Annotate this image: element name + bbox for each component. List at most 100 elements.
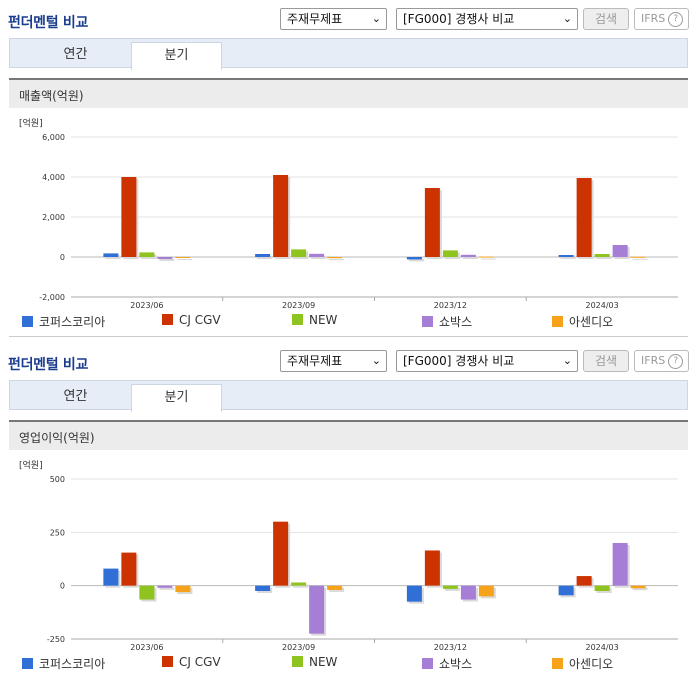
bar-shadow [632,587,648,591]
legend-item[interactable]: 코퍼스코리아 [22,313,105,330]
bar[interactable] [309,253,325,257]
bar-shadow [159,587,175,590]
bar[interactable] [139,585,155,600]
bar[interactable] [139,252,155,257]
legend-swatch [162,656,173,667]
bar[interactable] [406,585,422,602]
statement-type-select[interactable]: 주재무제표 ⌄ [280,350,387,372]
bar[interactable] [157,585,173,588]
bar[interactable] [103,568,119,586]
tab-annual[interactable]: 연간 [63,47,88,62]
section-header: 펀더멘털 비교 주재무제표 ⌄ [FG000] 경쟁사 비교 ⌄ 검색 IFRS… [0,0,696,36]
bar[interactable] [309,585,325,634]
tab-quarterly[interactable]: 분기 [131,42,222,70]
bar[interactable] [424,188,440,257]
bar[interactable] [273,521,289,586]
bar[interactable] [424,550,440,586]
legend-item[interactable]: 아센디오 [552,655,613,672]
search-button[interactable]: 검색 [583,350,629,372]
bar[interactable] [630,585,646,589]
legend-item[interactable]: NEW [292,655,337,669]
bar[interactable] [442,585,458,589]
bar[interactable] [273,175,289,257]
period-tabs: 연간 분기 [9,38,688,70]
legend-label: 아센디오 [569,315,614,329]
bar[interactable] [594,585,610,591]
chevron-down-icon: ⌄ [371,12,381,25]
bar[interactable] [121,552,137,586]
bar[interactable] [576,178,592,257]
bar[interactable] [291,249,307,257]
bar[interactable] [327,257,343,259]
legend-swatch [292,314,303,325]
section-title: 펀더멘털 비교 [8,357,89,373]
bar[interactable] [612,543,628,586]
bar[interactable] [478,256,494,258]
legend-item[interactable]: 코퍼스코리아 [22,655,105,672]
bar[interactable] [103,253,119,257]
bar[interactable] [442,250,458,257]
legend-swatch [552,658,563,669]
search-button[interactable]: 검색 [583,8,629,30]
bar[interactable] [291,582,307,586]
bar[interactable] [558,255,574,257]
tab-quarterly[interactable]: 분기 [131,384,222,412]
bar-shadow [596,256,612,259]
bar[interactable] [157,257,173,259]
unit-label: [억원] [19,117,43,129]
tab-annual[interactable]: 연간 [63,389,88,404]
bar[interactable] [630,256,646,258]
operating-profit-chart: [억원] -250 0 250 500 2023/06 2023/09 2023/12 2024… [9,452,688,652]
legend-item[interactable]: CJ CGV [162,655,221,669]
metric-label: 매출액(억원) [19,89,84,103]
bar[interactable] [255,585,271,591]
bar[interactable] [327,585,343,590]
legend-item[interactable]: 쇼박스 [422,655,472,672]
period-tabs: 연간 분기 [9,380,688,412]
help-icon: ? [668,11,684,27]
bar[interactable] [612,245,628,257]
bar-shadow [329,259,345,261]
bar[interactable] [175,257,191,258]
comparison-group-value: [FG000] 경쟁사 비교 [403,354,515,368]
ifrs-help-button[interactable]: IFRS? [634,8,689,30]
comparison-group-select[interactable]: [FG000] 경쟁사 비교 ⌄ [396,8,578,30]
bar-shadow [257,256,273,259]
bar[interactable] [175,585,191,593]
bar[interactable] [558,585,574,596]
bar[interactable] [460,254,476,257]
legend-swatch [552,316,563,327]
help-icon: ? [668,353,684,369]
legend-swatch [422,658,433,669]
legend-item[interactable]: 아센디오 [552,313,613,330]
bar-shadow [632,258,648,260]
legend-label: 코퍼스코리아 [39,657,106,671]
bar[interactable] [255,254,271,257]
bar[interactable] [576,576,592,586]
bar[interactable] [594,254,610,257]
bar[interactable] [478,585,494,597]
statement-type-value: 주재무제표 [287,354,343,368]
ifrs-label: IFRS [641,12,666,25]
legend-item[interactable]: 쇼박스 [422,313,472,330]
bar[interactable] [460,585,476,600]
legend-item[interactable]: NEW [292,313,337,327]
legend-item[interactable]: CJ CGV [162,313,221,327]
revenue-chart-svg: [억원] -2,000 0 2,000 4,000 6,000 2023/06 2023/09… [19,117,678,310]
bar[interactable] [121,177,137,257]
comparison-group-select[interactable]: [FG000] 경쟁사 비교 ⌄ [396,350,578,372]
unit-label: [억원] [19,459,43,471]
legend-swatch [292,656,303,667]
bar[interactable] [406,257,422,260]
statement-type-select[interactable]: 주재무제표 ⌄ [280,8,387,30]
chevron-down-icon: ⌄ [371,354,381,367]
y-tick-label: 6,000 [42,133,65,142]
operating-profit-chart-svg: [억원] -250 0 250 500 2023/06 2023/09 2023/12 2024… [19,459,678,652]
x-tick-label: 2023/09 [282,643,315,652]
x-tick-label: 2023/12 [434,301,467,310]
legend-label: NEW [309,313,338,327]
revenue-chart: [억원] -2,000 0 2,000 4,000 6,000 2023/06 2023/09… [9,110,688,310]
bar-shadow [480,258,496,260]
ifrs-help-button[interactable]: IFRS? [634,350,689,372]
chevron-down-icon: ⌄ [562,354,572,367]
